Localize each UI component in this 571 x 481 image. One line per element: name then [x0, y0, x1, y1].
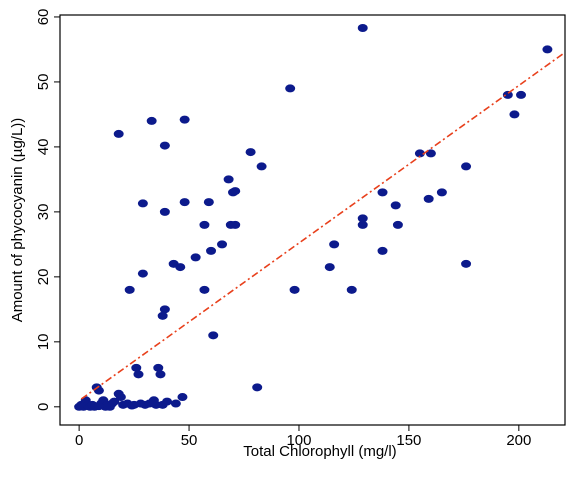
point: [179, 115, 190, 124]
point: [162, 397, 173, 406]
point: [115, 393, 126, 402]
point: [159, 141, 170, 150]
point: [230, 220, 241, 229]
point: [436, 188, 447, 197]
point: [252, 383, 263, 392]
x-tick-label: 200: [506, 432, 531, 449]
point: [206, 246, 217, 255]
point: [159, 305, 170, 314]
point: [516, 90, 527, 99]
point: [157, 311, 168, 320]
y-tick-label: 0: [35, 403, 52, 411]
point: [509, 110, 520, 119]
point: [377, 188, 388, 197]
point: [177, 393, 188, 402]
x-tick-label: 100: [286, 432, 311, 449]
point: [203, 198, 214, 207]
y-tick-label: 10: [35, 333, 52, 350]
point: [155, 370, 166, 379]
point: [357, 214, 368, 223]
point: [324, 263, 335, 272]
plot-frame: [59, 14, 566, 426]
point: [137, 199, 148, 208]
point: [390, 201, 401, 210]
point: [137, 269, 148, 278]
point: [329, 240, 340, 249]
point: [425, 149, 436, 158]
point: [93, 402, 104, 411]
point: [461, 162, 472, 171]
point: [542, 45, 553, 54]
point: [175, 263, 186, 272]
point: [230, 187, 241, 196]
point: [133, 370, 144, 379]
point: [289, 285, 300, 294]
point: [93, 386, 104, 395]
y-tick-label: 20: [35, 269, 52, 286]
point: [285, 84, 296, 93]
point: [346, 285, 357, 294]
y-tick-label: 40: [35, 139, 52, 156]
point: [131, 363, 142, 372]
y-tick-label: 30: [35, 204, 52, 221]
point: [357, 23, 368, 32]
y-tick-label: 50: [35, 74, 52, 91]
x-tick-label: 0: [75, 432, 83, 449]
trend-line: [80, 53, 564, 400]
point: [129, 400, 140, 409]
point: [104, 402, 115, 411]
point: [377, 246, 388, 255]
point: [392, 220, 403, 229]
point: [223, 175, 234, 184]
point: [159, 207, 170, 216]
point: [124, 285, 135, 294]
point: [461, 259, 472, 268]
point: [113, 129, 124, 138]
point: [190, 253, 201, 262]
point: [357, 220, 368, 229]
point: [179, 198, 190, 207]
y-tick-label: 60: [35, 9, 52, 26]
point: [423, 194, 434, 203]
point: [208, 331, 219, 340]
point: [199, 220, 210, 229]
point: [146, 116, 157, 125]
y-axis-label: Amount of phycocyanin (µg/L)): [9, 118, 26, 323]
point: [256, 162, 267, 171]
point: [199, 285, 210, 294]
point: [153, 363, 164, 372]
x-tick-label: 50: [181, 432, 198, 449]
point: [170, 399, 181, 408]
point: [217, 240, 228, 249]
x-axis-label: Total Chlorophyll (mg/l): [243, 443, 396, 460]
x-tick-label: 150: [396, 432, 421, 449]
point: [245, 148, 256, 157]
point: [414, 149, 425, 158]
point: [502, 90, 513, 99]
